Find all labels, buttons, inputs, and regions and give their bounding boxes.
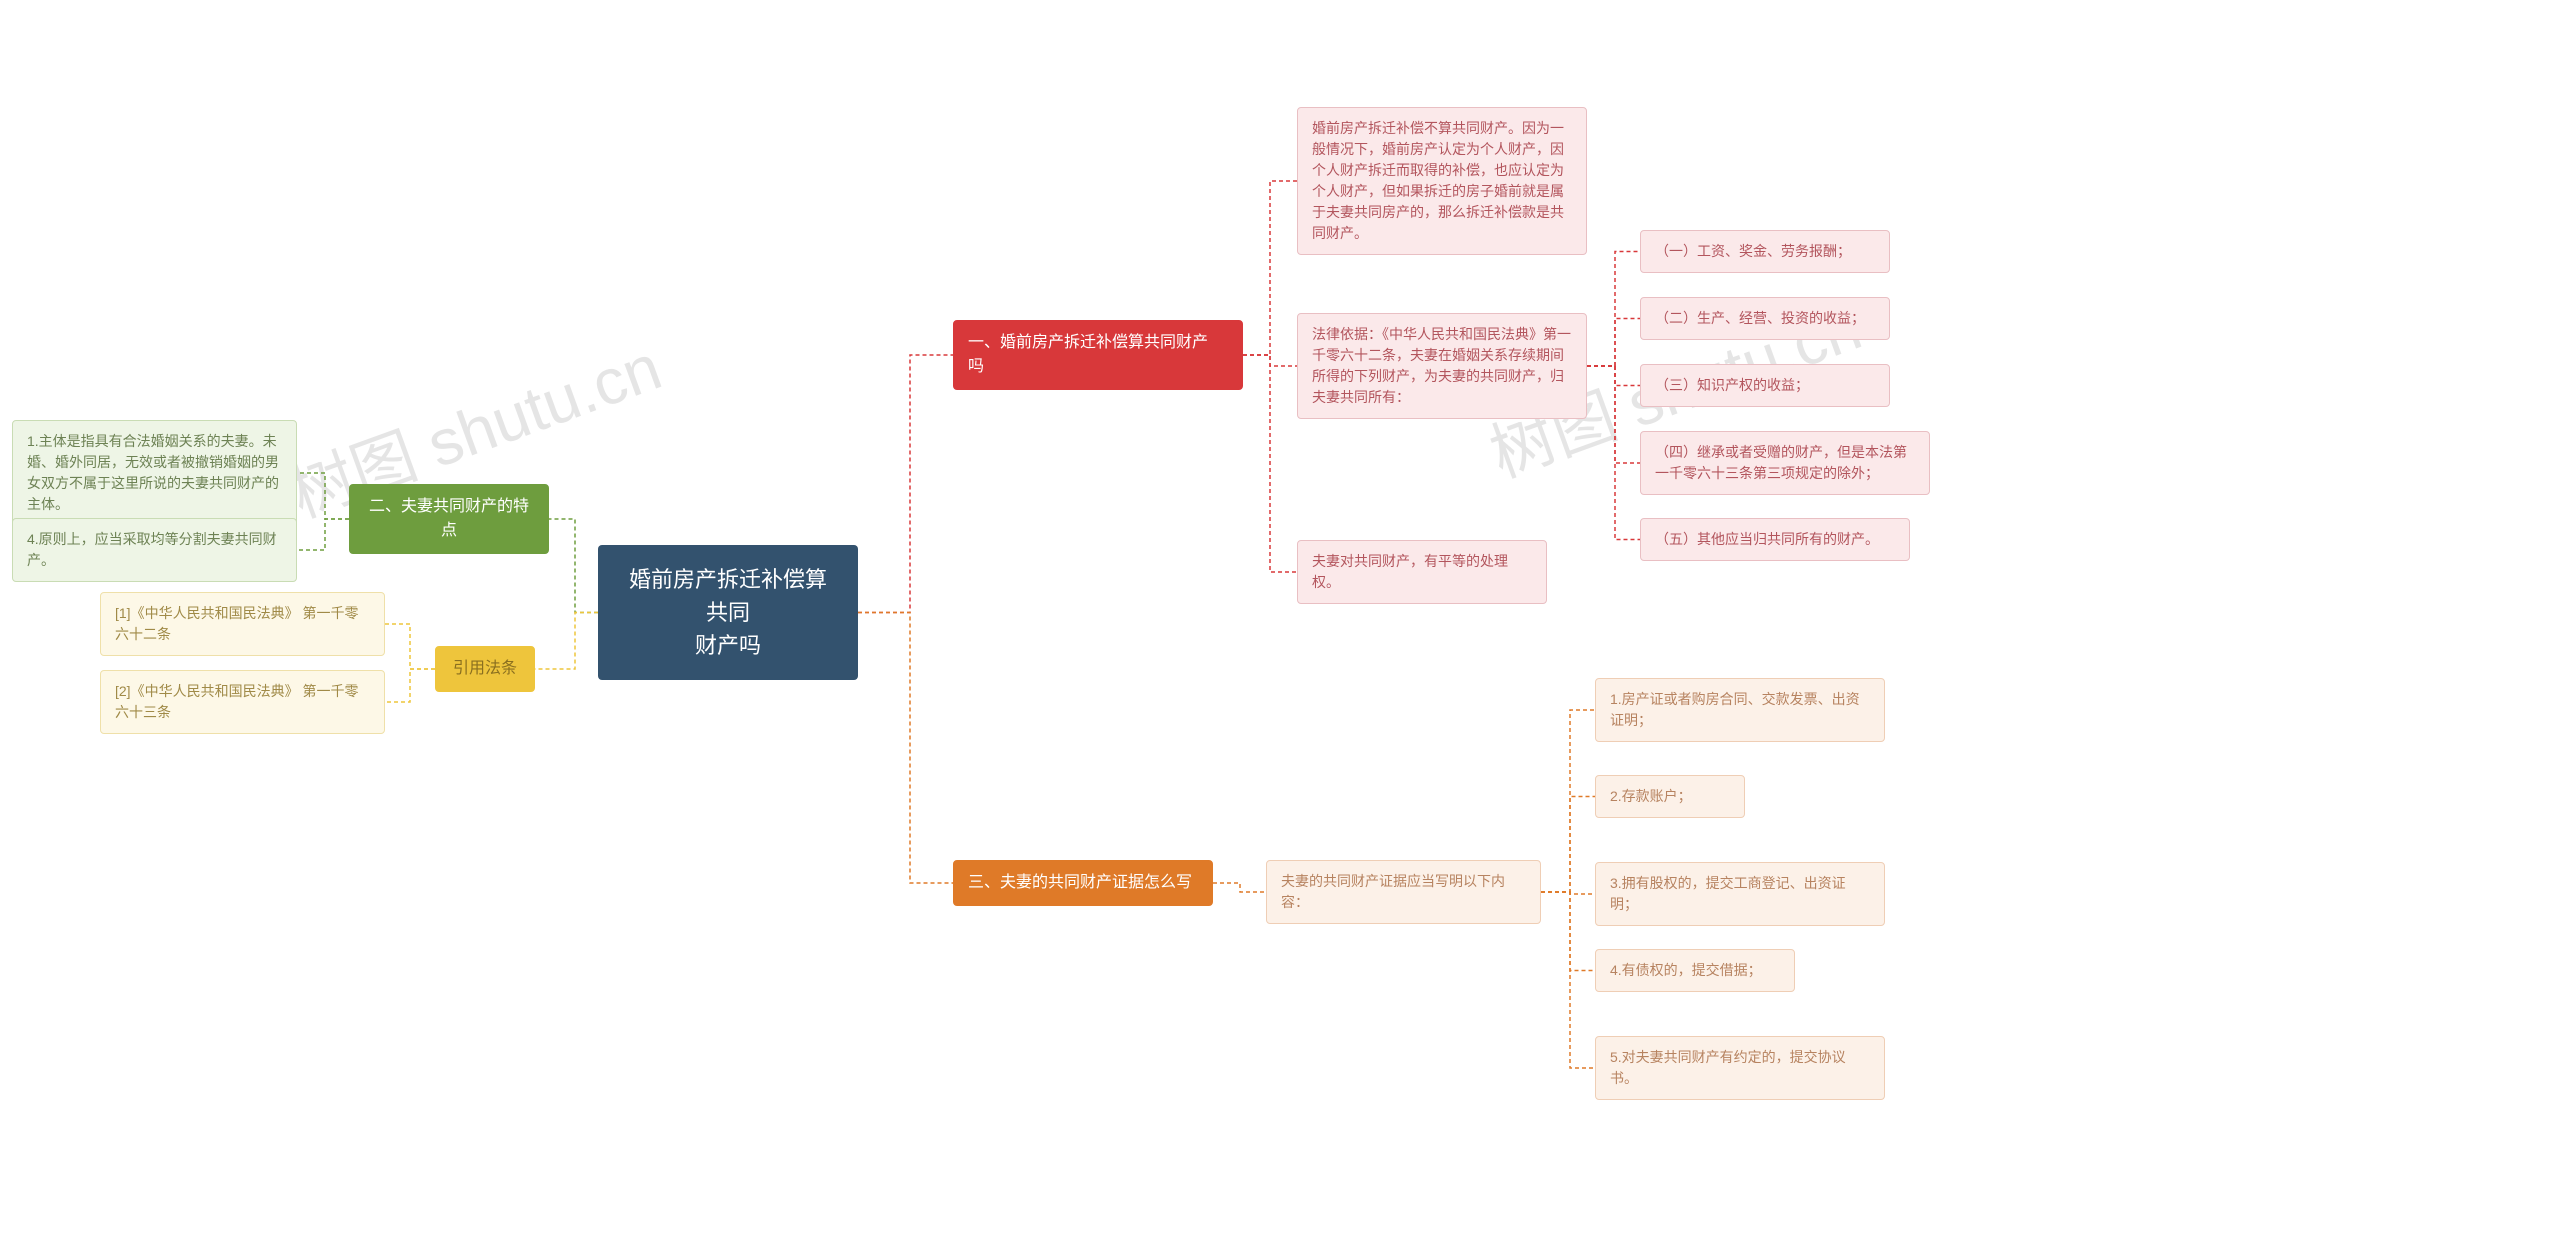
branch-3-leaf-1-child-4: 4.有债权的，提交借据； [1595, 949, 1795, 992]
branch-4-label: 引用法条 [453, 660, 517, 677]
leaf-text: （一）工资、奖金、劳务报酬； [1655, 243, 1851, 259]
branch-1-label: 一、婚前房产拆迁补偿算共同财产吗 [968, 334, 1208, 375]
leaf-text: 夫妻对共同财产，有平等的处理权。 [1312, 553, 1508, 590]
branch-3-leaf-1-child-1: 1.房产证或者购房合同、交款发票、出资证明； [1595, 678, 1885, 742]
leaf-text: 2.存款账户； [1610, 788, 1692, 804]
branch-3-leaf-1: 夫妻的共同财产证据应当写明以下内容： [1266, 860, 1541, 924]
branch-4: 引用法条 [435, 646, 535, 692]
leaf-text: （三）知识产权的收益； [1655, 377, 1809, 393]
leaf-text: [2]《中华人民共和国民法典》 第一千零六十三条 [115, 683, 358, 720]
branch-1-leaf-2: 法律依据：《中华人民共和国民法典》第一千零六十二条，夫妻在婚姻关系存续期间所得的… [1297, 313, 1587, 419]
branch-1-leaf-1: 婚前房产拆迁补偿不算共同财产。因为一般情况下，婚前房产认定为个人财产，因个人财产… [1297, 107, 1587, 255]
leaf-text: 4.有债权的，提交借据； [1610, 962, 1762, 978]
leaf-text: [1]《中华人民共和国民法典》 第一千零六十二条 [115, 605, 358, 642]
leaf-text: （二）生产、经营、投资的收益； [1655, 310, 1865, 326]
branch-2-leaf-1: 1.主体是指具有合法婚姻关系的夫妻。未婚、婚外同居，无效或者被撤销婚姻的男女双方… [12, 420, 297, 526]
branch-1: 一、婚前房产拆迁补偿算共同财产吗 [953, 320, 1243, 390]
branch-3-leaf-1-child-3: 3.拥有股权的，提交工商登记、出资证明； [1595, 862, 1885, 926]
branch-1-leaf-2-child-1: （一）工资、奖金、劳务报酬； [1640, 230, 1890, 273]
branch-4-leaf-1: [1]《中华人民共和国民法典》 第一千零六十二条 [100, 592, 385, 656]
leaf-text: （四）继承或者受赠的财产，但是本法第一千零六十三条第三项规定的除外； [1655, 444, 1907, 481]
leaf-text: 5.对夫妻共同财产有约定的，提交协议书。 [1610, 1049, 1846, 1086]
leaf-text: 夫妻的共同财产证据应当写明以下内容： [1281, 873, 1505, 910]
branch-1-leaf-2-child-5: （五）其他应当归共同所有的财产。 [1640, 518, 1910, 561]
root-node: 婚前房产拆迁补偿算共同财产吗 [598, 545, 858, 680]
leaf-text: 婚前房产拆迁补偿不算共同财产。因为一般情况下，婚前房产认定为个人财产，因个人财产… [1312, 120, 1564, 241]
branch-3-leaf-1-child-2: 2.存款账户； [1595, 775, 1745, 818]
branch-1-leaf-2-child-2: （二）生产、经营、投资的收益； [1640, 297, 1890, 340]
leaf-text: 1.房产证或者购房合同、交款发票、出资证明； [1610, 691, 1860, 728]
leaf-text: 4.原则上，应当采取均等分割夫妻共同财产。 [27, 531, 277, 568]
leaf-text: （五）其他应当归共同所有的财产。 [1655, 531, 1879, 547]
branch-2-leaf-2: 4.原则上，应当采取均等分割夫妻共同财产。 [12, 518, 297, 582]
branch-3-leaf-1-child-5: 5.对夫妻共同财产有约定的，提交协议书。 [1595, 1036, 1885, 1100]
branch-1-leaf-2-child-3: （三）知识产权的收益； [1640, 364, 1890, 407]
branch-3: 三、夫妻的共同财产证据怎么写 [953, 860, 1213, 906]
branch-3-label: 三、夫妻的共同财产证据怎么写 [968, 874, 1192, 891]
branch-1-leaf-2-child-4: （四）继承或者受赠的财产，但是本法第一千零六十三条第三项规定的除外； [1640, 431, 1930, 495]
branch-1-leaf-3: 夫妻对共同财产，有平等的处理权。 [1297, 540, 1547, 604]
branch-2: 二、夫妻共同财产的特点 [349, 484, 549, 554]
leaf-text: 法律依据：《中华人民共和国民法典》第一千零六十二条，夫妻在婚姻关系存续期间所得的… [1312, 326, 1571, 405]
leaf-text: 1.主体是指具有合法婚姻关系的夫妻。未婚、婚外同居，无效或者被撤销婚姻的男女双方… [27, 433, 279, 512]
root-label: 婚前房产拆迁补偿算共同财产吗 [629, 567, 827, 658]
leaf-text: 3.拥有股权的，提交工商登记、出资证明； [1610, 875, 1846, 912]
branch-4-leaf-2: [2]《中华人民共和国民法典》 第一千零六十三条 [100, 670, 385, 734]
branch-2-label: 二、夫妻共同财产的特点 [369, 498, 529, 539]
